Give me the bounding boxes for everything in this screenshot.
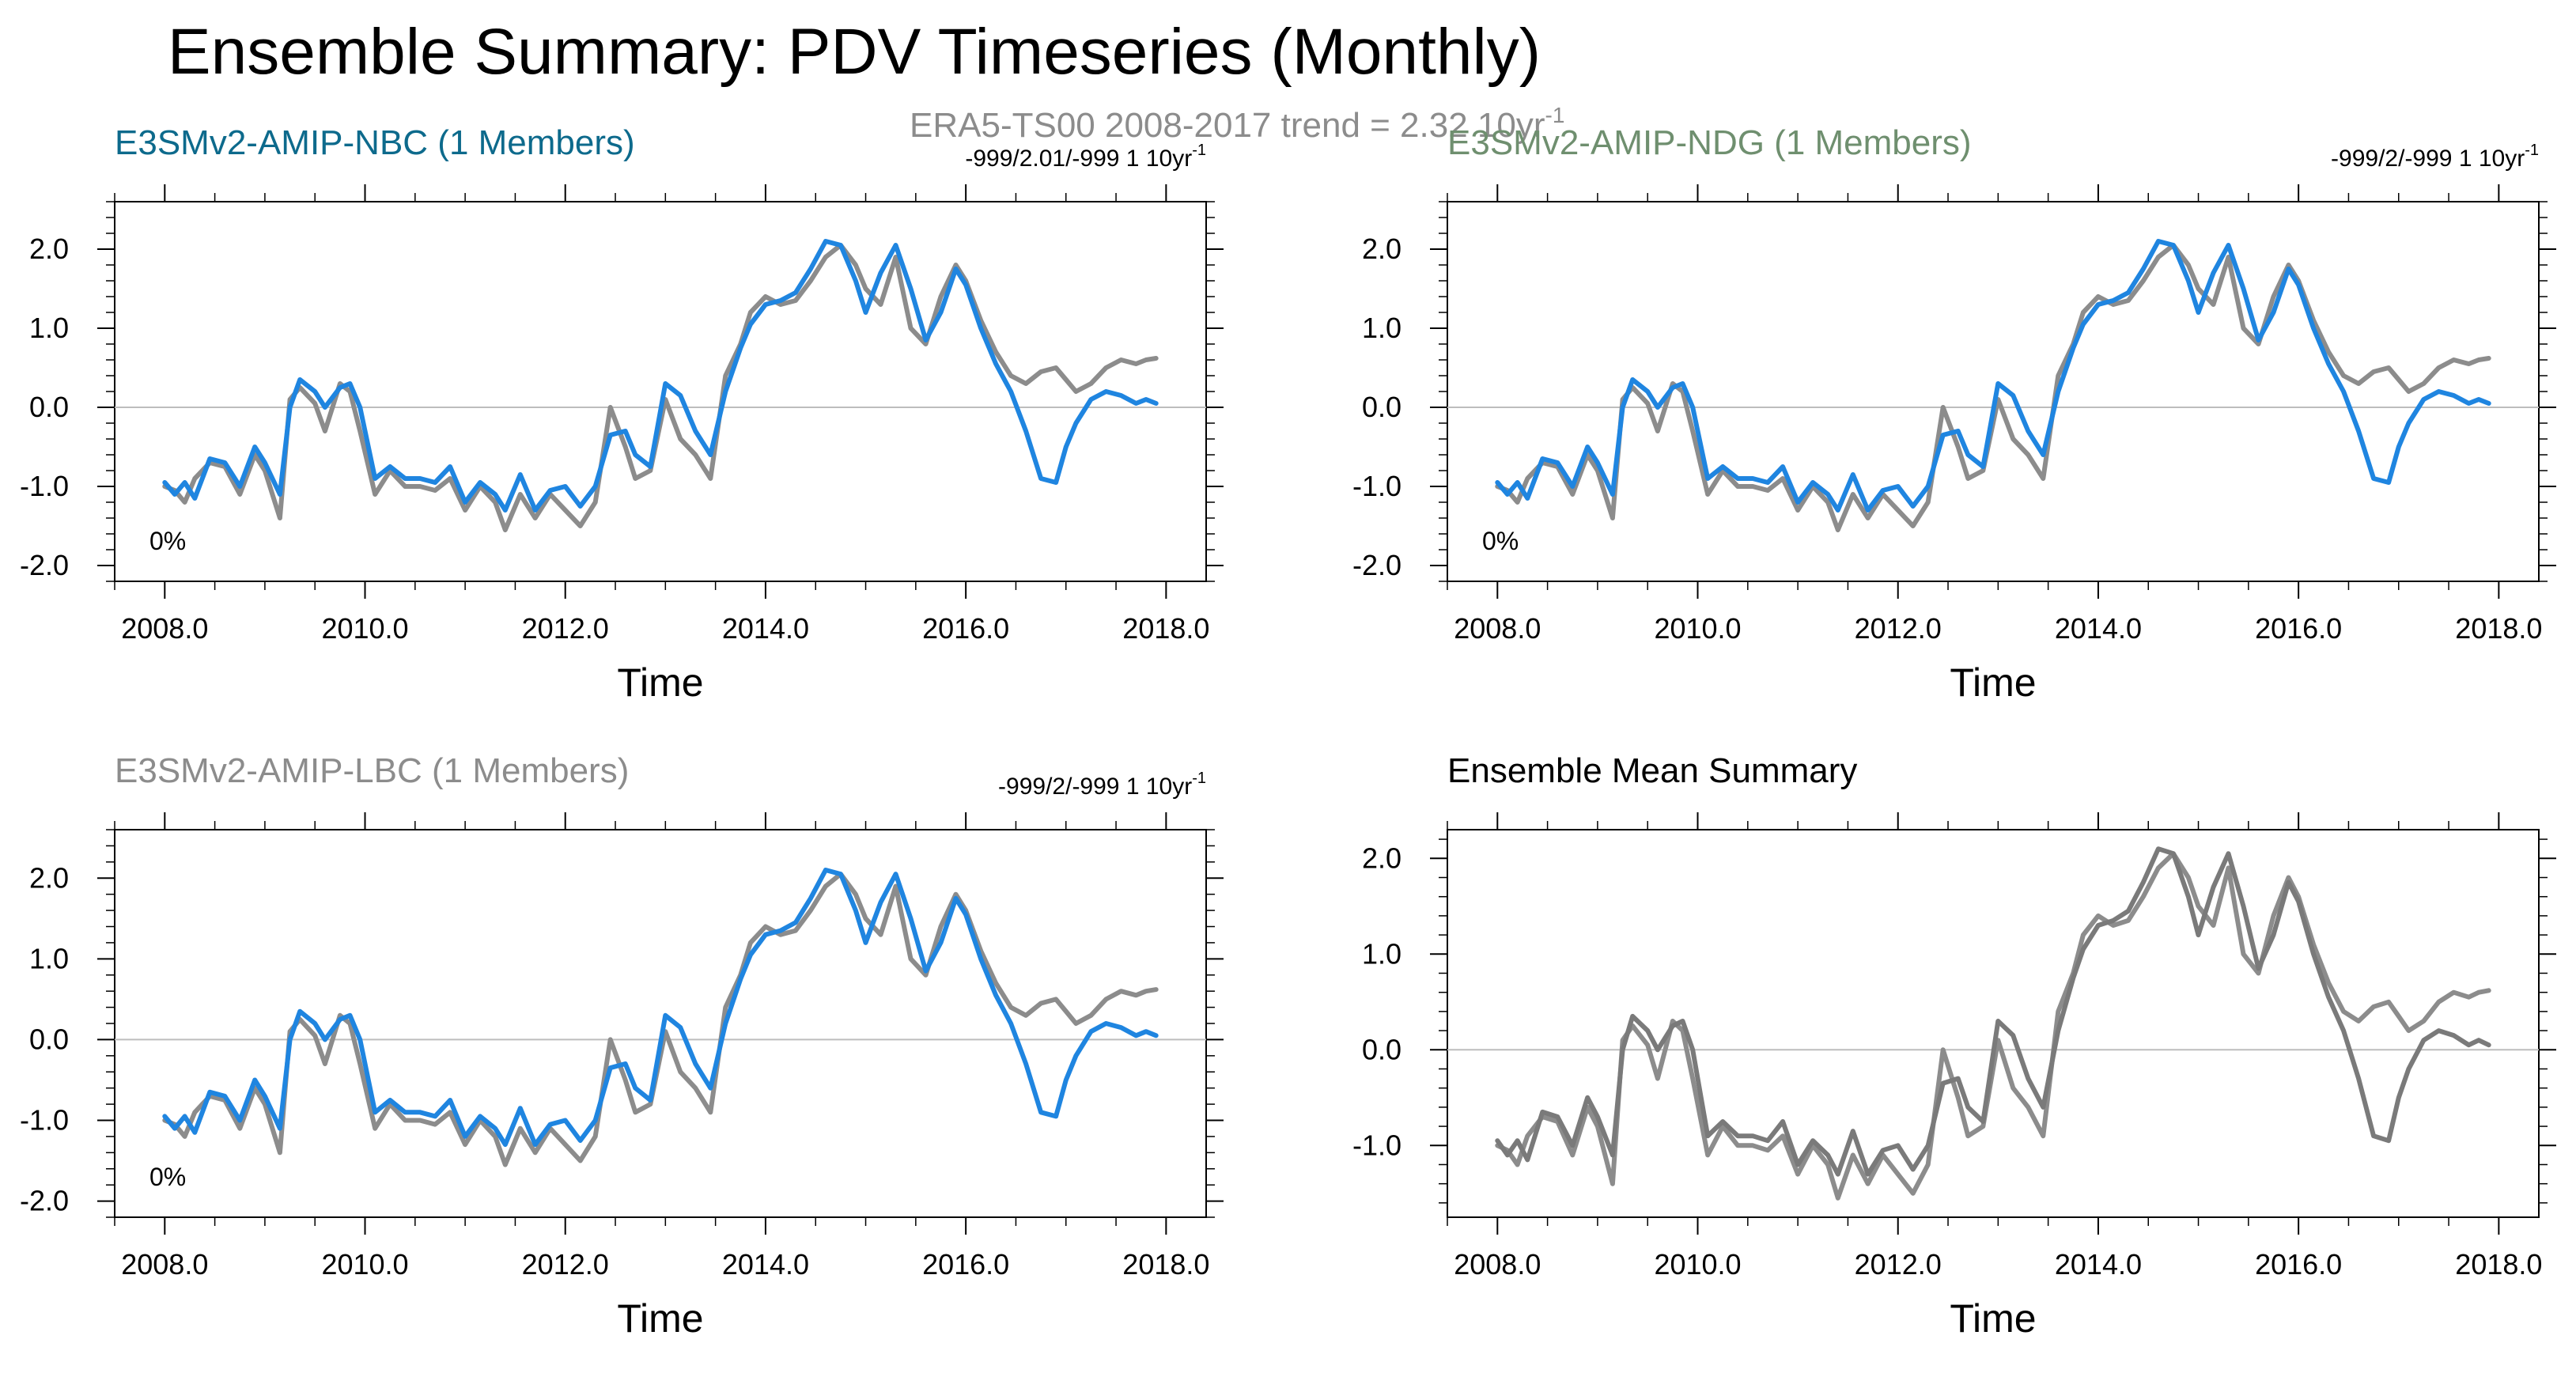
y-tick-label: -1.0: [20, 470, 69, 502]
y-tick-label: 1.0: [29, 312, 69, 344]
series-line-obs: [162, 872, 1159, 1167]
x-tick-label: 2014.0: [722, 612, 809, 645]
trend-subtitle-sup: -1: [1545, 103, 1565, 127]
x-tick-label: 2012.0: [1855, 612, 1942, 645]
panel-stat-text: -999/2/-999 1 10yr-1: [998, 770, 1206, 800]
x-tick-label: 2008.0: [121, 612, 208, 645]
x-axis-label: Time: [1950, 1296, 2036, 1341]
x-tick-label: 2012.0: [522, 1248, 609, 1281]
y-tick-label: 2.0: [1362, 233, 1401, 265]
panel-title: E3SMv2-AMIP-LBC (1 Members): [115, 751, 629, 790]
y-tick-label: -2.0: [20, 1185, 69, 1217]
stat-sup: -1: [1192, 770, 1206, 787]
x-tick-label: 2010.0: [1654, 1248, 1741, 1281]
y-tick-label: -2.0: [1352, 549, 1401, 581]
x-tick-label: 2014.0: [2055, 1248, 2142, 1281]
x-axis-label: Time: [617, 1296, 703, 1341]
x-tick-label: 2008.0: [1454, 1248, 1541, 1281]
y-tick-label: 0.0: [29, 1023, 69, 1055]
x-tick-label: 2008.0: [1454, 612, 1541, 645]
x-tick-label: 2012.0: [522, 612, 609, 645]
y-tick-label: -1.0: [1352, 470, 1401, 502]
x-tick-label: 2016.0: [922, 1248, 1009, 1281]
panel-1: E3SMv2-AMIP-NBC (1 Members) -999/2.01/-99…: [20, 123, 1224, 705]
panel-title: E3SMv2-AMIP-NBC (1 Members): [115, 123, 635, 162]
series-line-obs: [162, 243, 1159, 532]
panel-title: E3SMv2-AMIP-NDG (1 Members): [1447, 123, 1972, 162]
series-line-obs: [1495, 243, 2491, 532]
panels: E3SMv2-AMIP-NBC (1 Members) -999/2.01/-99…: [20, 123, 2556, 1341]
series-line-model: [162, 239, 1159, 513]
panel-4: Ensemble Mean Summary 2008.0 2010.0 2012.0 2…: [1352, 751, 2556, 1341]
y-tick-label: 2.0: [29, 233, 69, 265]
trend-subtitle: ERA5-TS00 2008-2017 trend = 2.32 10yr-1: [910, 103, 1564, 145]
trend-subtitle-text: ERA5-TS00 2008-2017 trend = 2.32 10yr: [910, 106, 1545, 145]
x-tick-label: 2018.0: [2455, 1248, 2542, 1281]
x-tick-label: 2008.0: [121, 1248, 208, 1281]
x-tick-label: 2010.0: [321, 612, 408, 645]
y-tick-label: 2.0: [29, 861, 69, 894]
y-tick-label: 1.0: [1362, 937, 1401, 970]
x-tick-label: 2012.0: [1855, 1248, 1942, 1281]
panel-3: E3SMv2-AMIP-LBC (1 Members) -999/2/-999 1…: [20, 751, 1224, 1341]
x-tick-label: 2016.0: [2255, 1248, 2342, 1281]
plot-frame: [1447, 201, 2540, 582]
x-tick-label: 2018.0: [1122, 612, 1209, 645]
corner-label: 0%: [149, 527, 186, 555]
x-tick-label: 2016.0: [922, 612, 1009, 645]
x-tick-label: 2010.0: [321, 1248, 408, 1281]
panel-stat-text: -999/2/-999 1 10yr-1: [2331, 142, 2539, 172]
plot-frame: [114, 829, 1207, 1218]
y-tick-label: 0.0: [29, 391, 69, 423]
y-tick-label: 0.0: [1362, 391, 1401, 423]
x-axis-label: Time: [617, 660, 703, 705]
y-tick-label: 1.0: [1362, 312, 1401, 344]
x-tick-label: 2014.0: [722, 1248, 809, 1281]
series-line-mean_model: [1495, 846, 2491, 1177]
panel-title: Ensemble Mean Summary: [1447, 751, 1857, 790]
corner-label: 0%: [1482, 527, 1519, 555]
figure-title: Ensemble Summary: PDV Timeseries (Monthl…: [168, 16, 1541, 88]
stat-sup: -1: [2525, 142, 2539, 159]
x-tick-label: 2018.0: [1122, 1248, 1209, 1281]
plot-frame: [1447, 829, 2540, 1218]
y-tick-label: -1.0: [1352, 1129, 1401, 1161]
series-line-obs: [1495, 851, 2491, 1201]
stat-sup: -1: [1192, 142, 1206, 159]
panel-2: E3SMv2-AMIP-NDG (1 Members) -999/2/-999 1…: [1352, 123, 2556, 705]
x-tick-label: 2014.0: [2055, 612, 2142, 645]
stat-main: -999/2/-999 1 10yr: [2331, 146, 2525, 172]
y-tick-label: 1.0: [29, 942, 69, 974]
corner-label: 0%: [149, 1163, 186, 1191]
y-tick-label: 2.0: [1362, 842, 1401, 874]
stat-main: -999/2/-999 1 10yr: [998, 774, 1192, 800]
stat-main: -999/2.01/-999 1 10yr: [965, 146, 1192, 172]
y-tick-label: -1.0: [20, 1104, 69, 1137]
plot-frame: [114, 201, 1207, 582]
series-line-model: [162, 868, 1159, 1148]
x-tick-label: 2018.0: [2455, 612, 2542, 645]
series-line-model: [1495, 239, 2491, 513]
x-tick-label: 2010.0: [1654, 612, 1741, 645]
x-axis-label: Time: [1950, 660, 2036, 705]
panel-stat-text: -999/2.01/-999 1 10yr-1: [965, 142, 1206, 172]
y-tick-label: -2.0: [20, 549, 69, 581]
x-tick-label: 2016.0: [2255, 612, 2342, 645]
y-tick-label: 0.0: [1362, 1033, 1401, 1065]
